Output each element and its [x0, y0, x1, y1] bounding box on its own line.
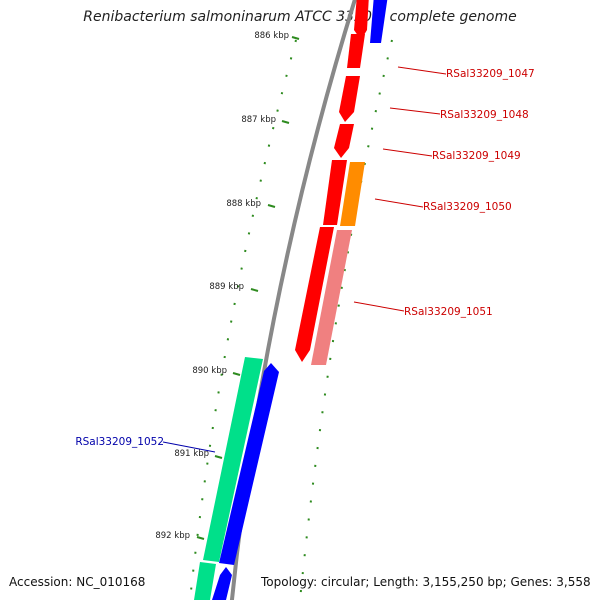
kbp-label: 889 kbp — [209, 282, 244, 292]
gene-feature-1050a[interactable] — [323, 160, 347, 225]
kbp-label: 887 kbp — [241, 115, 276, 125]
kbp-label: 892 kbp — [155, 531, 190, 541]
gene-feature-1048[interactable] — [339, 76, 360, 122]
kbp-tick-marks — [196, 36, 300, 540]
callout-line — [162, 441, 216, 453]
genome-backbone — [229, 0, 357, 600]
gene-labels: RSal33209_1047 RSal33209_1048 RSal33209_… — [75, 68, 534, 448]
gene-feature-bottom-b[interactable] — [212, 567, 232, 600]
gene-feature-1049[interactable] — [334, 124, 354, 158]
gene-feature-1052b[interactable] — [219, 363, 279, 565]
kbp-labels: 886 kbp 887 kbp 888 kbp 889 kbp 890 kbp … — [155, 31, 289, 541]
gene-label-1049[interactable]: RSal33209_1049 — [432, 150, 521, 162]
map-title: Renibacterium salmoninarum ATCC 33209, c… — [83, 9, 517, 25]
tick-mark — [196, 536, 205, 540]
tick-mark — [214, 455, 223, 459]
kbp-label: 891 kbp — [174, 449, 209, 459]
tick-mark — [281, 120, 290, 124]
callout-line — [389, 107, 441, 115]
accession-text: Accession: NC_010168 — [9, 575, 146, 589]
kbp-label: 888 kbp — [226, 199, 261, 209]
callout-line — [397, 66, 447, 75]
kbp-label: 886 kbp — [254, 31, 289, 41]
gene-feature-top-fwd[interactable] — [354, 0, 369, 40]
gene-label-1051[interactable]: RSal33209_1051 — [404, 306, 493, 318]
gene-feature-1050b[interactable] — [340, 162, 365, 226]
gene-feature-bottom-a[interactable] — [194, 562, 216, 600]
callout-line — [382, 148, 433, 157]
callout-line — [353, 301, 405, 312]
gene-feature-1047[interactable] — [347, 34, 365, 68]
reverse-strand-genes — [194, 357, 279, 600]
gene-feature-top-rev[interactable] — [370, 0, 388, 43]
kbp-label: 890 kbp — [192, 366, 227, 376]
gene-callout-lines — [162, 66, 447, 453]
gene-label-1047[interactable]: RSal33209_1047 — [446, 68, 535, 80]
gene-feature-1051a[interactable] — [295, 227, 334, 362]
callout-line — [374, 198, 424, 208]
tick-mark — [232, 372, 241, 376]
tick-mark — [250, 288, 259, 292]
tick-mark — [267, 204, 276, 208]
forward-strand-genes — [295, 0, 388, 365]
topology-text: Topology: circular; Length: 3,155,250 bp… — [261, 575, 591, 589]
gene-label-1050[interactable]: RSal33209_1050 — [423, 201, 512, 213]
gene-feature-1051b[interactable] — [311, 230, 352, 365]
gene-label-1048[interactable]: RSal33209_1048 — [440, 109, 529, 121]
gene-feature-1052a[interactable] — [203, 357, 263, 562]
tick-mark — [291, 36, 300, 40]
gene-label-1052[interactable]: RSal33209_1052 — [75, 436, 164, 448]
